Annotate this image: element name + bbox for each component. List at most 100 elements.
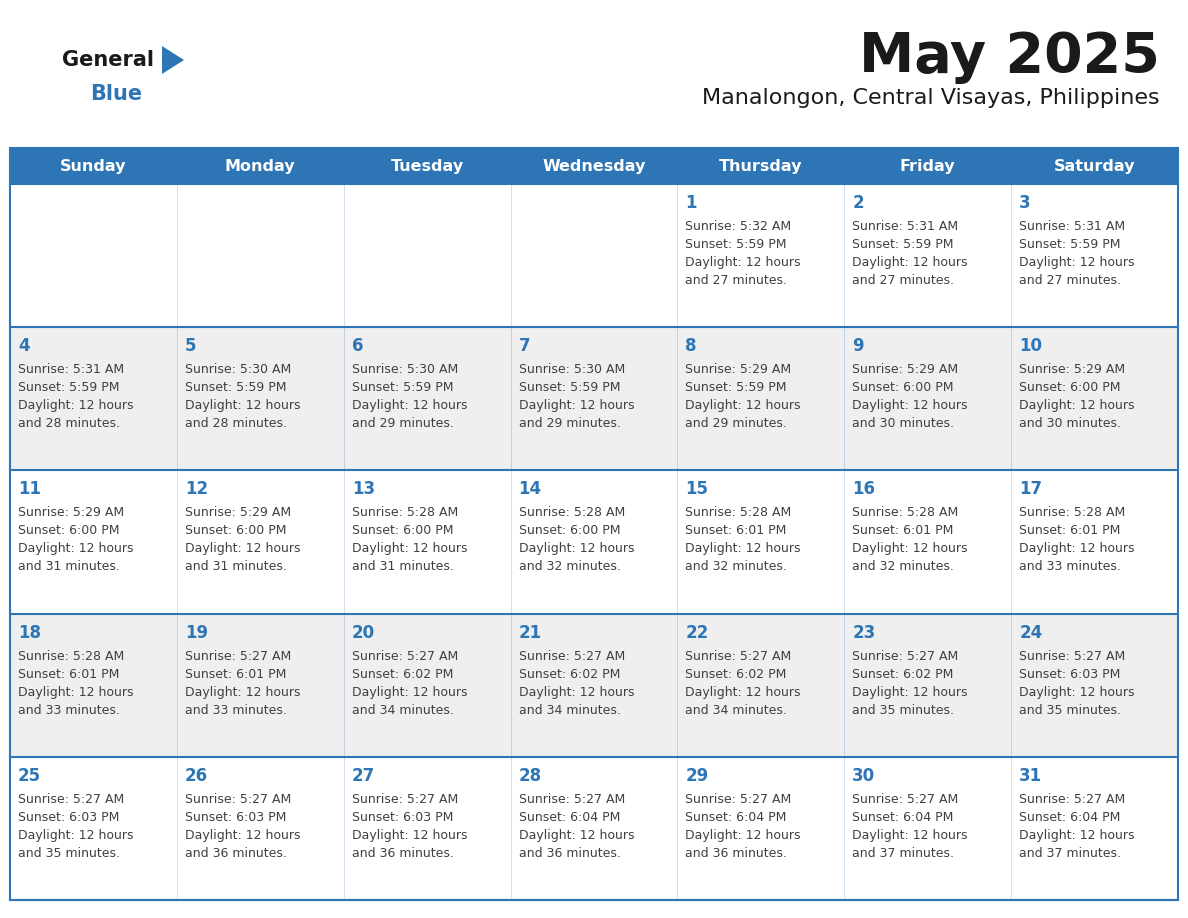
Text: Daylight: 12 hours: Daylight: 12 hours [519, 399, 634, 412]
Text: 22: 22 [685, 623, 709, 642]
Text: Sunrise: 5:27 AM: Sunrise: 5:27 AM [685, 793, 791, 806]
Text: Sunset: 5:59 PM: Sunset: 5:59 PM [18, 381, 120, 394]
Text: Sunset: 6:03 PM: Sunset: 6:03 PM [18, 811, 119, 823]
Text: 12: 12 [185, 480, 208, 498]
Text: 3: 3 [1019, 194, 1031, 212]
Text: Sunrise: 5:29 AM: Sunrise: 5:29 AM [685, 364, 791, 376]
Text: 26: 26 [185, 767, 208, 785]
Text: and 29 minutes.: and 29 minutes. [685, 417, 788, 431]
Text: Sunset: 6:01 PM: Sunset: 6:01 PM [1019, 524, 1120, 537]
Text: and 27 minutes.: and 27 minutes. [685, 274, 788, 287]
Text: Tuesday: Tuesday [391, 159, 463, 174]
Text: 25: 25 [18, 767, 42, 785]
Bar [10, 613, 1178, 756]
Text: 5: 5 [185, 337, 196, 355]
Text: Sunrise: 5:27 AM: Sunrise: 5:27 AM [852, 793, 959, 806]
Text: and 33 minutes.: and 33 minutes. [185, 703, 286, 717]
Text: Sunset: 6:00 PM: Sunset: 6:00 PM [1019, 381, 1120, 394]
Text: and 31 minutes.: and 31 minutes. [18, 560, 120, 574]
Text: Sunrise: 5:31 AM: Sunrise: 5:31 AM [1019, 220, 1125, 233]
Text: Daylight: 12 hours: Daylight: 12 hours [18, 686, 133, 699]
Text: 19: 19 [185, 623, 208, 642]
Text: Sunset: 5:59 PM: Sunset: 5:59 PM [685, 381, 786, 394]
Text: Monday: Monday [225, 159, 296, 174]
Text: and 33 minutes.: and 33 minutes. [1019, 560, 1121, 574]
Text: Daylight: 12 hours: Daylight: 12 hours [1019, 399, 1135, 412]
Text: Sunset: 6:03 PM: Sunset: 6:03 PM [1019, 667, 1120, 680]
Text: and 32 minutes.: and 32 minutes. [852, 560, 954, 574]
Bar [10, 148, 1178, 900]
Text: Daylight: 12 hours: Daylight: 12 hours [1019, 543, 1135, 555]
Text: Daylight: 12 hours: Daylight: 12 hours [685, 686, 801, 699]
Text: 7: 7 [519, 337, 530, 355]
Text: and 35 minutes.: and 35 minutes. [18, 846, 120, 860]
Text: 11: 11 [18, 480, 42, 498]
Text: Sunrise: 5:28 AM: Sunrise: 5:28 AM [1019, 507, 1125, 520]
Text: 6: 6 [352, 337, 364, 355]
Text: Daylight: 12 hours: Daylight: 12 hours [685, 543, 801, 555]
Text: Sunrise: 5:29 AM: Sunrise: 5:29 AM [852, 364, 959, 376]
Text: Sunset: 6:03 PM: Sunset: 6:03 PM [185, 811, 286, 823]
Bar [10, 756, 1178, 900]
Text: 24: 24 [1019, 623, 1042, 642]
Text: and 37 minutes.: and 37 minutes. [852, 846, 954, 860]
Text: Sunset: 6:02 PM: Sunset: 6:02 PM [852, 667, 954, 680]
Text: Sunrise: 5:27 AM: Sunrise: 5:27 AM [852, 650, 959, 663]
Text: and 29 minutes.: and 29 minutes. [519, 417, 620, 431]
Text: Sunrise: 5:27 AM: Sunrise: 5:27 AM [185, 793, 291, 806]
Text: and 31 minutes.: and 31 minutes. [185, 560, 286, 574]
Text: and 36 minutes.: and 36 minutes. [185, 846, 286, 860]
Polygon shape [162, 46, 184, 74]
Text: Saturday: Saturday [1054, 159, 1136, 174]
Text: Daylight: 12 hours: Daylight: 12 hours [852, 256, 968, 269]
Text: Daylight: 12 hours: Daylight: 12 hours [18, 399, 133, 412]
Text: and 36 minutes.: and 36 minutes. [519, 846, 620, 860]
Text: Sunrise: 5:27 AM: Sunrise: 5:27 AM [519, 650, 625, 663]
Text: Daylight: 12 hours: Daylight: 12 hours [352, 399, 467, 412]
Text: Daylight: 12 hours: Daylight: 12 hours [685, 256, 801, 269]
Text: and 30 minutes.: and 30 minutes. [852, 417, 954, 431]
Text: 16: 16 [852, 480, 876, 498]
Text: Thursday: Thursday [719, 159, 803, 174]
Text: Daylight: 12 hours: Daylight: 12 hours [685, 829, 801, 842]
Text: 28: 28 [519, 767, 542, 785]
Text: Daylight: 12 hours: Daylight: 12 hours [519, 686, 634, 699]
Text: Manalongon, Central Visayas, Philippines: Manalongon, Central Visayas, Philippines [702, 88, 1159, 108]
Text: Sunset: 6:01 PM: Sunset: 6:01 PM [852, 524, 954, 537]
Text: 21: 21 [519, 623, 542, 642]
Text: 10: 10 [1019, 337, 1042, 355]
Text: Sunrise: 5:32 AM: Sunrise: 5:32 AM [685, 220, 791, 233]
Text: Sunrise: 5:30 AM: Sunrise: 5:30 AM [185, 364, 291, 376]
Text: and 36 minutes.: and 36 minutes. [685, 846, 788, 860]
Text: and 30 minutes.: and 30 minutes. [1019, 417, 1121, 431]
Bar [10, 470, 1178, 613]
Text: Sunset: 6:01 PM: Sunset: 6:01 PM [185, 667, 286, 680]
Text: Daylight: 12 hours: Daylight: 12 hours [519, 829, 634, 842]
Text: 20: 20 [352, 623, 375, 642]
Text: Daylight: 12 hours: Daylight: 12 hours [1019, 256, 1135, 269]
Text: Daylight: 12 hours: Daylight: 12 hours [1019, 829, 1135, 842]
Text: 13: 13 [352, 480, 375, 498]
Text: Sunrise: 5:31 AM: Sunrise: 5:31 AM [18, 364, 124, 376]
Text: and 32 minutes.: and 32 minutes. [685, 560, 788, 574]
Text: 31: 31 [1019, 767, 1042, 785]
Text: Sunset: 6:01 PM: Sunset: 6:01 PM [18, 667, 119, 680]
Text: Sunrise: 5:30 AM: Sunrise: 5:30 AM [519, 364, 625, 376]
Bar [10, 148, 1178, 184]
Text: Daylight: 12 hours: Daylight: 12 hours [852, 686, 968, 699]
Text: Sunset: 6:02 PM: Sunset: 6:02 PM [519, 667, 620, 680]
Text: Sunrise: 5:27 AM: Sunrise: 5:27 AM [685, 650, 791, 663]
Text: Sunrise: 5:27 AM: Sunrise: 5:27 AM [18, 793, 125, 806]
Text: Sunrise: 5:27 AM: Sunrise: 5:27 AM [352, 793, 457, 806]
Text: and 33 minutes.: and 33 minutes. [18, 703, 120, 717]
Text: Sunrise: 5:29 AM: Sunrise: 5:29 AM [185, 507, 291, 520]
Text: Sunset: 5:59 PM: Sunset: 5:59 PM [352, 381, 453, 394]
Text: and 31 minutes.: and 31 minutes. [352, 560, 454, 574]
Text: Sunset: 6:04 PM: Sunset: 6:04 PM [852, 811, 954, 823]
Text: 15: 15 [685, 480, 708, 498]
Text: Sunrise: 5:31 AM: Sunrise: 5:31 AM [852, 220, 959, 233]
Text: Sunset: 5:59 PM: Sunset: 5:59 PM [685, 238, 786, 251]
Text: 8: 8 [685, 337, 697, 355]
Text: Sunrise: 5:29 AM: Sunrise: 5:29 AM [1019, 364, 1125, 376]
Text: 17: 17 [1019, 480, 1042, 498]
